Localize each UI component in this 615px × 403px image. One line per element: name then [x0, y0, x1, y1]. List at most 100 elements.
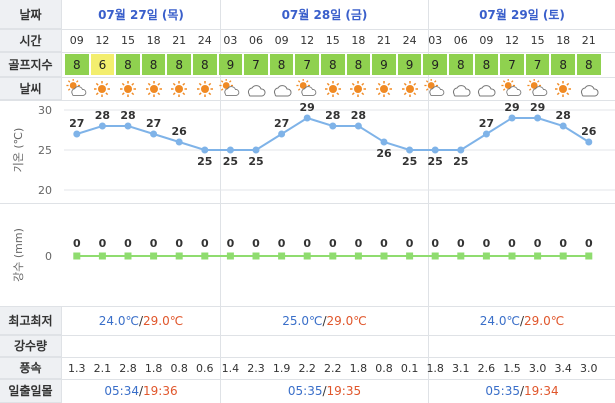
rainfall-point — [431, 252, 439, 260]
rainfall-point — [508, 252, 516, 260]
temperature-point — [329, 122, 337, 130]
day-2-min-temp: 25.0℃ — [282, 313, 323, 328]
day-3-sunrise: 05:35 — [485, 384, 520, 398]
wind-cell: 3.0 — [528, 361, 547, 375]
temperature-data-label: 28 — [325, 109, 340, 122]
golf-index-row-header: 골프지수 — [0, 52, 62, 77]
divider — [0, 77, 615, 78]
temperature-data-label: 29 — [530, 101, 545, 114]
sun-icon — [320, 78, 346, 99]
sun-icon — [90, 78, 116, 99]
rainfall-point — [150, 252, 158, 260]
rainfall-data-label: 0 — [355, 237, 363, 250]
golf-index-cell: 8 — [474, 54, 499, 75]
cloud-sun-icon — [422, 78, 448, 99]
golf-index-cell: 7 — [525, 54, 550, 75]
time-label: 시간 — [19, 33, 42, 48]
sunrise-sunset-label: 일출일몰 — [8, 384, 53, 398]
day-3-minmax: 24.0℃/29.0℃ — [429, 306, 615, 335]
wind-cell: 1.4 — [221, 361, 240, 375]
wind-row-header: 풍속 — [0, 357, 62, 379]
rainfall-axis-label: 강수 (mm) — [12, 228, 25, 282]
weather-row-header: 날씨 — [0, 77, 62, 100]
day-2-max-temp: 29.0℃ — [326, 313, 367, 328]
divider — [0, 203, 615, 204]
hour-cell: 09 — [274, 34, 289, 47]
temperature-data-label: 26 — [581, 125, 597, 138]
sun-icon — [397, 78, 423, 99]
hour-cell: 03 — [223, 34, 238, 47]
golf-index-cell: 8 — [449, 54, 473, 75]
golf-index-cell: 7 — [295, 54, 319, 75]
day-1-sunset: 19:36 — [143, 384, 178, 398]
rainfall-point — [559, 252, 567, 260]
rainfall-point — [303, 252, 311, 260]
day-1-sunrise: 05:34 — [104, 384, 139, 398]
rainfall-chart: 강수 (mm) 0 0 0 0 0 0 0 0 0 0 0 0 0 0 0 0 0 0 0 0 0 0 — [12, 228, 593, 282]
wind-label: 풍속 — [19, 361, 42, 375]
rainfall-point — [380, 252, 388, 260]
rainfall-point — [175, 252, 183, 260]
cloud-icon — [448, 78, 474, 99]
rainfall-point — [534, 252, 542, 260]
hour-cell: 09 — [69, 34, 84, 47]
rainfall-data-label: 0 — [508, 237, 516, 250]
wind-cell: 0.8 — [170, 361, 188, 375]
cloud-sun-icon — [294, 78, 320, 99]
rainfall-data-label: 0 — [175, 237, 183, 250]
temperature-data-label: 26 — [172, 125, 188, 138]
rainfall-data-label: 0 — [124, 237, 132, 250]
golf-index-cell: 7 — [244, 54, 268, 75]
temperature-point — [124, 122, 132, 130]
rainfall-point — [278, 252, 286, 260]
hour-cell: 24 — [402, 34, 417, 47]
temperature-point — [175, 138, 183, 146]
separator: / — [322, 313, 327, 328]
sun-row-header: 일출일몰 — [0, 379, 62, 403]
temp-tick-label: 25 — [38, 144, 52, 157]
temperature-chart: 기온 (℃) 20 25 30 27 28 28 27 26 25 25 25 27 29 28 28 26… — [12, 101, 615, 197]
rainfall-data-label: 0 — [278, 237, 286, 250]
rainfall-data-label: 0 — [73, 237, 81, 250]
temperature-point — [431, 146, 439, 154]
hour-cell: 06 — [248, 34, 263, 47]
rainfall-data-label: 0 — [150, 237, 158, 250]
date-row-header: 날짜 — [0, 0, 62, 29]
day-2-minmax: 25.0℃/29.0℃ — [221, 306, 428, 335]
temperature-point — [482, 130, 490, 138]
separator: / — [138, 313, 144, 328]
temperature-point — [559, 122, 567, 130]
temperature-data-label: 29 — [504, 101, 519, 114]
temperature-data-label: 26 — [376, 147, 392, 160]
temperature-data-label: 28 — [556, 109, 571, 122]
golf-index-cell: 6 — [90, 54, 115, 75]
rainfall-point — [226, 252, 234, 260]
divider — [0, 306, 615, 307]
day-2-sunrise: 05:35 — [287, 384, 323, 398]
golf-index-cell: 9 — [372, 54, 396, 75]
divider — [0, 379, 615, 380]
hour-cell: 12 — [95, 34, 110, 47]
day-3-sunset: 19:34 — [524, 384, 559, 398]
sun-icon — [115, 78, 141, 99]
temperature-data-label: 25 — [402, 155, 417, 168]
wind-cell: 2.6 — [477, 361, 496, 375]
temperature-point — [98, 122, 106, 130]
cloud-icon — [576, 78, 602, 99]
hour-cell: 12 — [300, 34, 315, 47]
wind-cell: 0.8 — [375, 361, 393, 375]
date-label: 날짜 — [19, 7, 42, 22]
rain-amount-row-header: 강수량 — [0, 335, 62, 357]
sun-icon — [141, 78, 167, 99]
hour-cell: 06 — [453, 34, 468, 47]
day-separator — [220, 0, 221, 403]
hour-cell: 12 — [504, 34, 519, 47]
day-separator — [428, 0, 429, 403]
golf-index-cell: 9 — [423, 54, 447, 75]
minmax-row-header: 최고최저 — [0, 306, 62, 335]
hour-cell: 03 — [428, 34, 443, 47]
sun-icon — [166, 78, 192, 99]
separator: / — [519, 313, 525, 328]
hour-cell: 21 — [581, 34, 596, 47]
divider — [0, 357, 615, 358]
